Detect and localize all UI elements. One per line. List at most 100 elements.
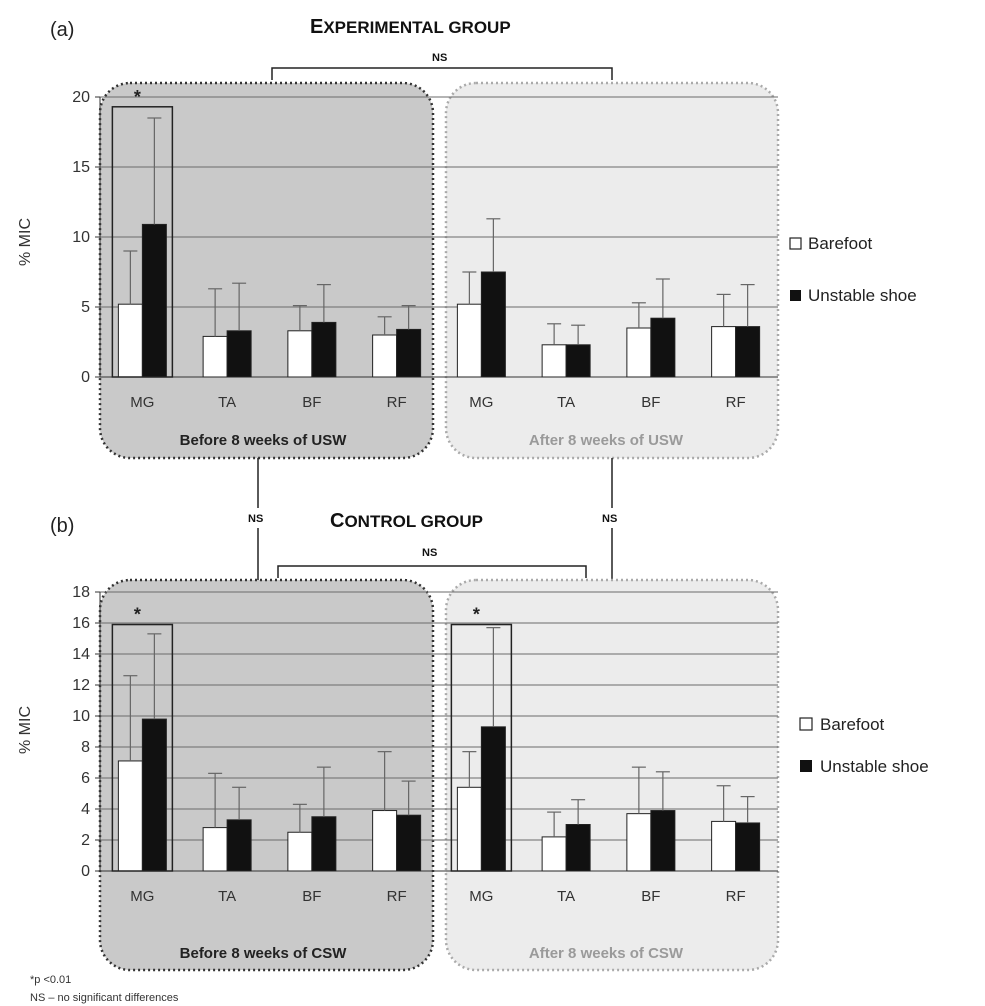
chart-b-bar-unstable [226, 819, 252, 872]
chart-b-bar-barefoot [117, 760, 143, 872]
panel-a-label: (a) [50, 19, 74, 41]
chart-b-category-label: TA [557, 888, 575, 905]
panel-b-group-before: Before 8 weeks of CSW [180, 945, 348, 962]
chart-a-bar-barefoot [372, 334, 398, 378]
legend-b: Barefoot Unstable shoe [799, 715, 929, 776]
chart-b-y-tick-label: 8 [81, 739, 90, 756]
chart-a-bar-barefoot [202, 335, 228, 378]
panel-a-title: EXPERIMENTAL GROUP [310, 16, 511, 38]
chart-a-y-tick-label: 10 [72, 229, 90, 246]
chart-a-bar-unstable [650, 317, 676, 378]
chart-a-bar-unstable [226, 330, 252, 378]
chart-b-category-label: BF [302, 888, 321, 905]
chart-a-bar-unstable [396, 328, 422, 378]
chart-b-bar-unstable [311, 816, 337, 872]
legend-a-unstable-label: Unstable shoe [808, 286, 917, 305]
chart-b-category-label: RF [387, 888, 407, 905]
legend-b-unstable-label: Unstable shoe [820, 757, 929, 776]
chart-b-bar-barefoot [456, 786, 482, 872]
chart-a-bar-barefoot [626, 327, 652, 378]
chart-b-bar-unstable [141, 718, 167, 872]
chart-b-y-tick-label: 18 [72, 584, 90, 601]
chart-b-bar-barefoot [541, 836, 567, 872]
chart-b-y-tick-label: 2 [81, 832, 90, 849]
chart-a-category-label: MG [469, 394, 493, 411]
chart-b-y-tick-label: 6 [81, 770, 90, 787]
panel-a-after-box [444, 81, 780, 460]
panel-b-label: (b) [50, 515, 74, 537]
chart-a-y-tick-label: 0 [81, 369, 90, 386]
chart-b-bar-unstable [480, 726, 506, 872]
chart-a-bar-barefoot [711, 326, 737, 378]
panel-a-bracket [271, 67, 613, 80]
chart-a-category-label: TA [557, 394, 575, 411]
chart-b-bar-unstable [565, 824, 591, 872]
between-ns-right: NS [602, 513, 617, 525]
panel-b-ns-label: NS [422, 547, 437, 559]
chart-b-bar-unstable [735, 822, 761, 872]
panel-b-after-box [444, 578, 780, 972]
panel-b-group-after: After 8 weeks of CSW [529, 945, 684, 962]
legend-b-barefoot-swatch [799, 717, 813, 731]
chart-b-bar-barefoot [287, 831, 313, 872]
footnote-ns: NS – no significant differences [30, 992, 179, 1004]
panel-b-bracket [277, 565, 587, 578]
legend-a-unstable-swatch [790, 290, 801, 301]
chart-a-bar-unstable [735, 326, 761, 378]
chart-a-bar-barefoot [456, 303, 482, 378]
panel-b-before-box [98, 578, 435, 972]
chart-a-bar-unstable [480, 271, 506, 378]
chart-a-category-label: RF [726, 394, 746, 411]
chart-b-bar-unstable [396, 814, 422, 872]
between-ns-left: NS [248, 513, 263, 525]
chart-a-bar-barefoot [287, 330, 313, 378]
chart-a-category-label: BF [302, 394, 321, 411]
chart-a-bar-unstable [311, 321, 337, 378]
chart-b-y-tick-label: 0 [81, 863, 90, 880]
legend-b-barefoot-label: Barefoot [820, 715, 885, 734]
chart-b-bar-barefoot [202, 827, 228, 872]
chart-b-y-tick-label: 12 [72, 677, 90, 694]
connector-right-gap [598, 508, 628, 528]
chart-b-bar-barefoot [626, 813, 652, 872]
chart-b-significance-box [450, 623, 513, 872]
chart-b-y-tick-label: 10 [72, 708, 90, 725]
chart-a-bar-unstable [565, 344, 591, 378]
legend-a-barefoot-swatch [789, 237, 802, 250]
chart-a-y-tick-label: 15 [72, 159, 90, 176]
panel-a-ns-label: NS [432, 52, 447, 64]
chart-a-significance-marker: * [134, 87, 141, 107]
legend-a: Barefoot Unstable shoe [789, 234, 917, 305]
panel-a-group-after: After 8 weeks of USW [529, 432, 684, 449]
legend-a-barefoot-label: Barefoot [808, 234, 873, 253]
footnote-significance: *p <0.01 [30, 974, 71, 986]
chart-a-y-tick-label: 20 [72, 89, 90, 106]
chart-a-bar-unstable [141, 223, 167, 378]
chart-b-y-tick-label: 16 [72, 615, 90, 632]
chart-b-category-label: MG [469, 888, 493, 905]
chart-b-bar-barefoot [711, 820, 737, 872]
chart-a-y-tick-label: 5 [81, 299, 90, 316]
chart-b-category-label: BF [641, 888, 660, 905]
panel-a-y-axis-label: % MIC [17, 218, 34, 266]
chart-b-y-tick-label: 4 [81, 801, 90, 818]
chart-b-bar-barefoot [372, 810, 398, 872]
chart-b-significance-marker: * [473, 605, 480, 625]
chart-a-bar-barefoot [117, 303, 143, 378]
chart-b-category-label: RF [726, 888, 746, 905]
chart-a-significance-box [111, 106, 174, 378]
chart-b-category-label: MG [130, 888, 154, 905]
chart-b-bar-unstable [650, 810, 676, 872]
legend-b-unstable-swatch [800, 760, 812, 772]
chart-a-category-label: BF [641, 394, 660, 411]
chart-a-category-label: TA [218, 394, 236, 411]
chart-a-category-label: RF [387, 394, 407, 411]
panel-b-y-axis-label: % MIC [17, 706, 34, 754]
chart-b-significance-box [111, 623, 174, 872]
connector-left-gap [244, 508, 274, 528]
chart-b-category-label: TA [218, 888, 236, 905]
chart-b-significance-marker: * [134, 605, 141, 625]
panel-a-group-before: Before 8 weeks of USW [180, 432, 348, 449]
chart-a-bar-barefoot [541, 344, 567, 378]
